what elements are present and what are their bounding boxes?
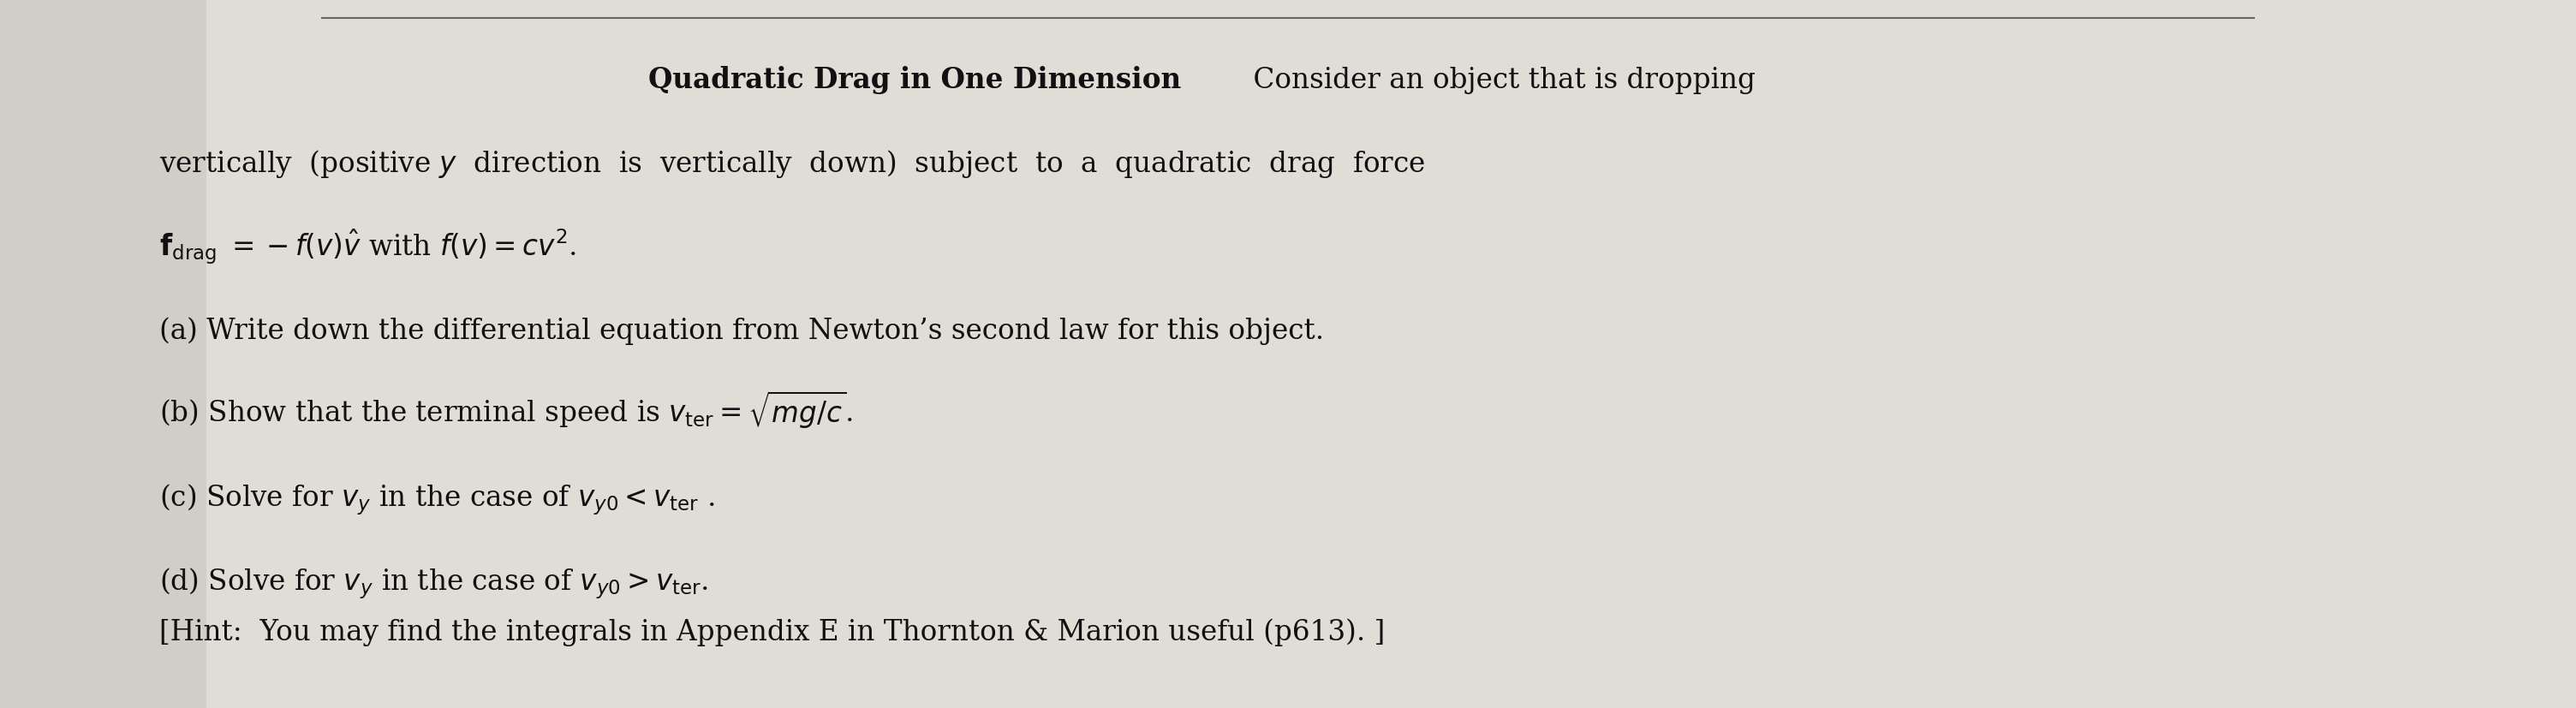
Text: [Hint:  You may find the integrals in Appendix E in Thornton & Marion useful (p6: [Hint: You may find the integrals in App… — [160, 619, 1386, 646]
Text: Quadratic Drag in One Dimension: Quadratic Drag in One Dimension — [649, 67, 1180, 94]
Text: $\mathbf{f}_{\mathrm{drag}}$ $= -f(v)\hat{v}$ with $f(v) = cv^2$.: $\mathbf{f}_{\mathrm{drag}}$ $= -f(v)\ha… — [160, 227, 577, 266]
Text: (a) Write down the differential equation from Newton’s second law for this objec: (a) Write down the differential equation… — [160, 317, 1324, 345]
Text: (d) Solve for $v_y$ in the case of $v_{y0} > v_{\mathrm{ter}}$.: (d) Solve for $v_y$ in the case of $v_{y… — [160, 566, 708, 600]
Text: Consider an object that is dropping: Consider an object that is dropping — [1244, 67, 1754, 94]
Bar — [0, 0, 206, 708]
Text: (c) Solve for $v_y$ in the case of $v_{y0} < v_{\mathrm{ter}}$ .: (c) Solve for $v_y$ in the case of $v_{y… — [160, 482, 716, 517]
Text: (b) Show that the terminal speed is $v_{\mathrm{ter}} = \sqrt{mg/c}$.: (b) Show that the terminal speed is $v_{… — [160, 389, 853, 430]
Text: vertically  (positive $y$  direction  is  vertically  down)  subject  to  a  qua: vertically (positive $y$ direction is ve… — [160, 148, 1425, 180]
